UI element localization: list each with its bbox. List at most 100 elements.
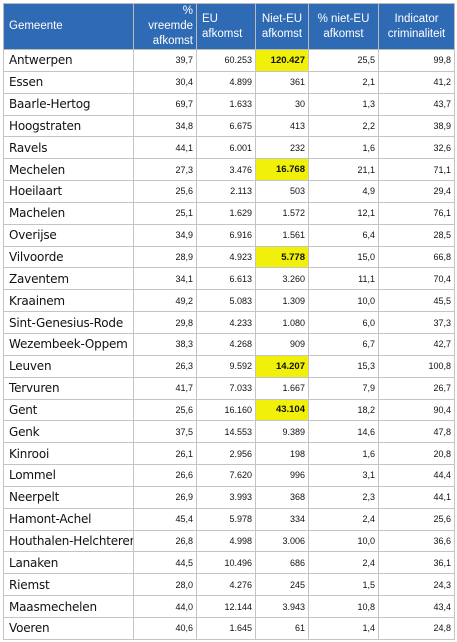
table-row: Houthalen-Helchteren 26,8 4.998 3.006 10,0 36… xyxy=(3,529,455,553)
cell-niet-eu-afkomst: 1.309 xyxy=(255,289,309,313)
cell-pct-niet-eu-afkomst: 1,3 xyxy=(308,92,379,116)
cell-pct-vreemde-afkomst: 44,5 xyxy=(133,551,197,575)
cell-pct-vreemde-afkomst: 45,4 xyxy=(133,507,197,531)
cell-eu-afkomst: 16.160 xyxy=(196,398,256,422)
cell-eu-afkomst: 3.993 xyxy=(196,485,256,509)
cell-indicator-criminaliteit: 29,4 xyxy=(378,180,455,203)
table-row: Machelen 25,1 1.629 1.572 12,1 76,1 xyxy=(3,201,455,225)
table-container: Gemeente % vreemde afkomst EU afkomst Ni… xyxy=(3,3,455,640)
table-row: Sint-Genesius-Rode 29,8 4.233 1.080 6,0 37,3 xyxy=(3,311,455,334)
cell-gemeente: Houthalen-Helchteren xyxy=(3,529,134,553)
cell-gemeente: Mechelen xyxy=(3,158,134,182)
table-row: Overijse 34,9 6.916 1.561 6,4 28,5 xyxy=(3,223,455,247)
header-label: % vreemde xyxy=(148,5,193,32)
cell-pct-vreemde-afkomst: 34,8 xyxy=(133,114,197,138)
cell-indicator-criminaliteit: 76,1 xyxy=(378,201,455,225)
cell-eu-afkomst: 6.916 xyxy=(196,223,256,247)
table-row: Kinrooi 26,1 2.956 198 1,6 20,8 xyxy=(3,442,455,466)
table-row: Essen 30,4 4.899 361 2,1 41,2 xyxy=(3,70,455,94)
cell-niet-eu-afkomst: 1.080 xyxy=(255,311,309,334)
cell-eu-afkomst: 7.033 xyxy=(196,376,256,400)
cell-eu-afkomst: 6.613 xyxy=(196,267,256,291)
cell-niet-eu-afkomst: 3.260 xyxy=(255,267,309,291)
cell-pct-niet-eu-afkomst: 21,1 xyxy=(308,158,379,182)
cell-niet-eu-afkomst: 503 xyxy=(255,180,309,203)
cell-gemeente: Ravels xyxy=(3,136,134,160)
header-label: afkomst xyxy=(152,35,193,47)
cell-indicator-criminaliteit: 24,3 xyxy=(378,573,455,597)
cell-eu-afkomst: 4.923 xyxy=(196,245,256,269)
cell-niet-eu-afkomst: 245 xyxy=(255,573,309,597)
cell-eu-afkomst: 7.620 xyxy=(196,464,256,487)
cell-indicator-criminaliteit: 20,8 xyxy=(378,442,455,466)
cell-pct-niet-eu-afkomst: 14,6 xyxy=(308,420,379,444)
table-row: Neerpelt 26,9 3.993 368 2,3 44,1 xyxy=(3,485,455,509)
cell-pct-vreemde-afkomst: 26,1 xyxy=(133,442,197,466)
cell-pct-niet-eu-afkomst: 4,9 xyxy=(308,180,379,203)
cell-indicator-criminaliteit: 24,8 xyxy=(378,616,455,640)
table-row: Vilvoorde 28,9 4.923 5.778 15,0 66,8 xyxy=(3,245,455,269)
cell-pct-niet-eu-afkomst: 15,3 xyxy=(308,354,379,378)
cell-pct-niet-eu-afkomst: 2,4 xyxy=(308,551,379,575)
cell-niet-eu-afkomst: 5.778 xyxy=(255,245,309,269)
cell-indicator-criminaliteit: 66,8 xyxy=(378,245,455,269)
cell-pct-niet-eu-afkomst: 1,6 xyxy=(308,442,379,466)
cell-niet-eu-afkomst: 3.006 xyxy=(255,529,309,553)
table-row: Baarle-Hertog 69,7 1.633 30 1,3 43,7 xyxy=(3,92,455,116)
cell-niet-eu-afkomst: 996 xyxy=(255,464,309,487)
cell-indicator-criminaliteit: 26,7 xyxy=(378,376,455,400)
cell-pct-niet-eu-afkomst: 10,0 xyxy=(308,289,379,313)
cell-gemeente: Kraainem xyxy=(3,289,134,313)
cell-gemeente: Hoogstraten xyxy=(3,114,134,138)
cell-niet-eu-afkomst: 3.943 xyxy=(255,595,309,618)
cell-eu-afkomst: 6.001 xyxy=(196,136,256,160)
cell-eu-afkomst: 1.629 xyxy=(196,201,256,225)
cell-pct-niet-eu-afkomst: 11,1 xyxy=(308,267,379,291)
cell-indicator-criminaliteit: 43,4 xyxy=(378,595,455,618)
cell-pct-vreemde-afkomst: 39,7 xyxy=(133,49,197,72)
table-row: Hamont-Achel 45,4 5.978 334 2,4 25,6 xyxy=(3,507,455,531)
cell-gemeente: Baarle-Hertog xyxy=(3,92,134,116)
cell-eu-afkomst: 2.956 xyxy=(196,442,256,466)
header-gemeente: Gemeente xyxy=(3,3,134,50)
cell-pct-vreemde-afkomst: 26,6 xyxy=(133,464,197,487)
cell-indicator-criminaliteit: 38,9 xyxy=(378,114,455,138)
cell-gemeente: Antwerpen xyxy=(3,49,134,72)
cell-niet-eu-afkomst: 198 xyxy=(255,442,309,466)
cell-pct-niet-eu-afkomst: 2,4 xyxy=(308,507,379,531)
cell-eu-afkomst: 4.276 xyxy=(196,573,256,597)
cell-gemeente: Vilvoorde xyxy=(3,245,134,269)
cell-eu-afkomst: 14.553 xyxy=(196,420,256,444)
cell-niet-eu-afkomst: 334 xyxy=(255,507,309,531)
table-row: Tervuren 41,7 7.033 1.667 7,9 26,7 xyxy=(3,376,455,400)
cell-pct-niet-eu-afkomst: 25,5 xyxy=(308,49,379,72)
cell-niet-eu-afkomst: 232 xyxy=(255,136,309,160)
table-header: Gemeente % vreemde afkomst EU afkomst Ni… xyxy=(3,3,455,50)
cell-niet-eu-afkomst: 1.561 xyxy=(255,223,309,247)
cell-indicator-criminaliteit: 43,7 xyxy=(378,92,455,116)
cell-pct-niet-eu-afkomst: 3,1 xyxy=(308,464,379,487)
cell-indicator-criminaliteit: 71,1 xyxy=(378,158,455,182)
cell-niet-eu-afkomst: 9.389 xyxy=(255,420,309,444)
cell-gemeente: Hoeilaart xyxy=(3,180,134,203)
table-row: Hoogstraten 34,8 6.675 413 2,2 38,9 xyxy=(3,114,455,138)
cell-gemeente: Hamont-Achel xyxy=(3,507,134,531)
cell-pct-vreemde-afkomst: 26,9 xyxy=(133,485,197,509)
cell-indicator-criminaliteit: 36,6 xyxy=(378,529,455,553)
cell-gemeente: Sint-Genesius-Rode xyxy=(3,311,134,334)
cell-pct-vreemde-afkomst: 40,6 xyxy=(133,616,197,640)
cell-pct-niet-eu-afkomst: 2,3 xyxy=(308,485,379,509)
cell-gemeente: Lanaken xyxy=(3,551,134,575)
header-pct-vreemde-afkomst: % vreemde afkomst xyxy=(133,3,197,50)
cell-gemeente: Neerpelt xyxy=(3,485,134,509)
cell-pct-vreemde-afkomst: 44,1 xyxy=(133,136,197,160)
cell-niet-eu-afkomst: 120.427 xyxy=(255,49,309,72)
cell-pct-vreemde-afkomst: 30,4 xyxy=(133,70,197,94)
cell-niet-eu-afkomst: 686 xyxy=(255,551,309,575)
cell-gemeente: Voeren xyxy=(3,616,134,640)
header-pct-niet-eu-afkomst: % niet-EU afkomst xyxy=(308,3,379,50)
cell-indicator-criminaliteit: 37,3 xyxy=(378,311,455,334)
cell-eu-afkomst: 12.144 xyxy=(196,595,256,618)
cell-pct-niet-eu-afkomst: 6,7 xyxy=(308,332,379,356)
table-row: Zaventem 34,1 6.613 3.260 11,1 70,4 xyxy=(3,267,455,291)
